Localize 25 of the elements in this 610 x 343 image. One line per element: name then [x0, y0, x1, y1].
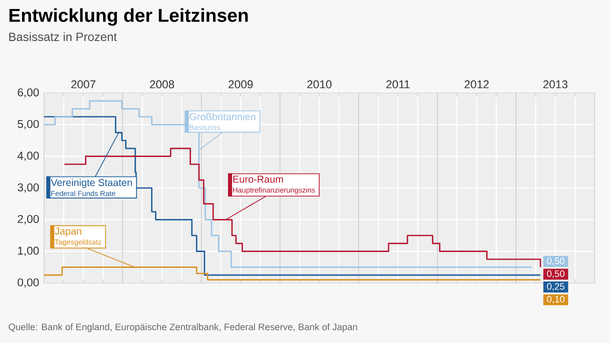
y-tick-label: 5,00	[18, 120, 39, 130]
x-tick-label: 2011	[386, 80, 410, 88]
y-tick-label: 6,00	[18, 88, 39, 98]
data-label: 0,25	[547, 283, 564, 291]
source-note: Quelle: Bank of England, Europäische Zentralbank, Federal Reserve, Bank of Japan	[8, 323, 358, 332]
y-tick-label: 0,00	[18, 278, 39, 288]
legend-label: Japan	[54, 228, 82, 237]
legend-label: Großbritannien	[190, 112, 256, 120]
x-tick-label: 2012	[464, 80, 489, 88]
x-tick-label: 2010	[307, 80, 332, 88]
data-label: 0,50	[547, 258, 564, 266]
legend-label: Euro-Raum	[233, 176, 283, 183]
data-label: 0,50	[547, 270, 564, 278]
x-tick-label: 2009	[228, 80, 253, 88]
chart-subtitle: Basissatz in Prozent	[9, 32, 117, 42]
y-tick-label: 1,00	[18, 246, 39, 256]
y-tick-label: 3,00	[18, 183, 39, 193]
y-tick-label: 4,00	[17, 152, 39, 162]
y-tick-label: 2,00	[18, 214, 39, 224]
x-tick-label: 2013	[543, 80, 568, 88]
x-tick-label: 2008	[150, 80, 174, 88]
legend-label: Vereinigte Staaten	[50, 178, 132, 188]
data-label: 0,10	[547, 296, 564, 304]
chart-title: Entwicklung der Leitzinsen	[10, 8, 248, 26]
x-tick-label: 2007	[71, 80, 96, 88]
